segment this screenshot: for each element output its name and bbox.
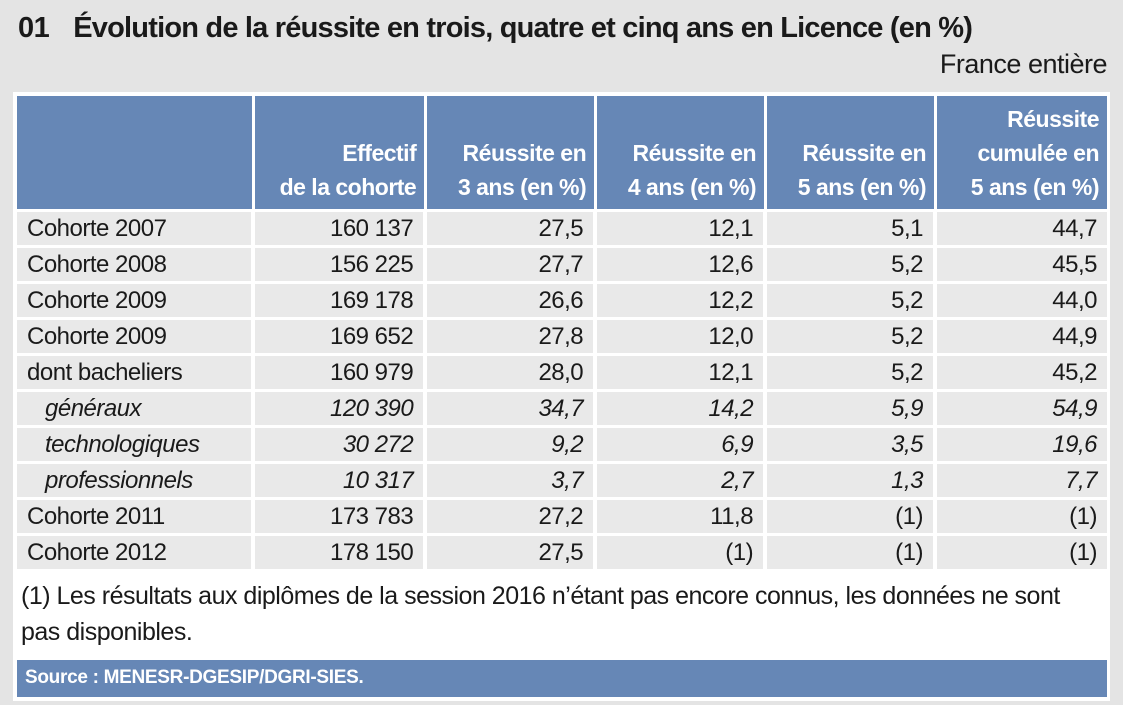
row-label: Cohorte 2008 [17, 248, 256, 284]
region-label: France entière [939, 49, 1108, 79]
table-header-row: Effectif de la cohorte Réussite en 3 ans… [17, 96, 1107, 212]
row-label: généraux [17, 392, 256, 428]
cell-effectif: 178 150 [255, 536, 428, 572]
cell-r4: 12,6 [597, 248, 768, 284]
cell-rc5: 45,2 [937, 356, 1107, 392]
column-header-reussite4: Réussite en 4 ans (en %) [597, 96, 768, 212]
table-row-dont-bacheliers: dont bacheliers 160 979 28,0 12,1 5,2 45… [17, 356, 1107, 392]
row-label: Cohorte 2007 [17, 212, 256, 248]
cell-effectif: 30 272 [255, 428, 428, 464]
cell-r4: 6,9 [597, 428, 768, 464]
cell-r5: 3,5 [767, 428, 937, 464]
cell-r4: 2,7 [597, 464, 768, 500]
cell-r5: 5,2 [767, 248, 937, 284]
footnote: (1) Les résultats aux diplômes de la ses… [17, 572, 1107, 660]
cell-r3: 27,2 [427, 500, 598, 536]
cell-r5: 5,2 [767, 320, 937, 356]
title-row: 01 Évolution de la réussite en trois, qu… [0, 0, 1123, 45]
cell-r5: 5,2 [767, 356, 937, 392]
cell-r3: 27,8 [427, 320, 598, 356]
cell-rc5: 44,7 [937, 212, 1107, 248]
cell-r5: 5,9 [767, 392, 937, 428]
figure-number: 01 [18, 12, 50, 44]
table-row-technologiques: technologiques 30 272 9,2 6,9 3,5 19,6 [17, 428, 1107, 464]
cell-r4: (1) [597, 536, 768, 572]
table-row-cohorte-2007: Cohorte 2007 160 137 27,5 12,1 5,1 44,7 [17, 212, 1107, 248]
cell-rc5: 44,9 [937, 320, 1107, 356]
table-panel: Effectif de la cohorte Réussite en 3 ans… [13, 92, 1110, 701]
cell-r5: 5,1 [767, 212, 937, 248]
cell-r5: (1) [767, 500, 937, 536]
cell-effectif: 156 225 [255, 248, 428, 284]
cell-rc5: 7,7 [937, 464, 1107, 500]
table-row-cohorte-2009b: Cohorte 2009 169 652 27,8 12,0 5,2 44,9 [17, 320, 1107, 356]
page-title: Évolution de la réussite en trois, quatr… [73, 12, 973, 44]
cell-rc5: 44,0 [937, 284, 1107, 320]
row-label: Cohorte 2011 [17, 500, 256, 536]
column-header-empty [17, 96, 256, 212]
column-header-reussite5: Réussite en 5 ans (en %) [767, 96, 937, 212]
row-label: Cohorte 2012 [17, 536, 256, 572]
table-row-cohorte-2011: Cohorte 2011 173 783 27,2 11,8 (1) (1) [17, 500, 1107, 536]
cell-effectif: 169 652 [255, 320, 428, 356]
cell-effectif: 173 783 [255, 500, 428, 536]
cell-r5: 1,3 [767, 464, 937, 500]
cell-r4: 12,0 [597, 320, 768, 356]
cell-effectif: 120 390 [255, 392, 428, 428]
cell-r3: 27,7 [427, 248, 598, 284]
cell-r4: 14,2 [597, 392, 768, 428]
cell-r3: 27,5 [427, 212, 598, 248]
row-label: professionnels [17, 464, 256, 500]
cell-r3: 27,5 [427, 536, 598, 572]
cell-r5: 5,2 [767, 284, 937, 320]
cell-effectif: 160 137 [255, 212, 428, 248]
cell-r4: 11,8 [597, 500, 768, 536]
cell-rc5: 54,9 [937, 392, 1107, 428]
cell-r4: 12,1 [597, 212, 768, 248]
table-row-cohorte-2008: Cohorte 2008 156 225 27,7 12,6 5,2 45,5 [17, 248, 1107, 284]
cell-r3: 9,2 [427, 428, 598, 464]
row-label: Cohorte 2009 [17, 320, 256, 356]
cell-rc5: 45,5 [937, 248, 1107, 284]
row-label: technologiques [17, 428, 256, 464]
data-table: Effectif de la cohorte Réussite en 3 ans… [17, 96, 1107, 572]
cell-r3: 34,7 [427, 392, 598, 428]
row-label: Cohorte 2009 [17, 284, 256, 320]
table-row-cohorte-2012: Cohorte 2012 178 150 27,5 (1) (1) (1) [17, 536, 1107, 572]
table-row-professionnels: professionnels 10 317 3,7 2,7 1,3 7,7 [17, 464, 1107, 500]
cell-rc5: 19,6 [937, 428, 1107, 464]
cell-rc5: (1) [937, 500, 1107, 536]
cell-effectif: 160 979 [255, 356, 428, 392]
cell-r3: 28,0 [427, 356, 598, 392]
column-header-cumulee5: Réussite cumulée en 5 ans (en %) [937, 96, 1107, 212]
row-label: dont bacheliers [17, 356, 256, 392]
column-header-reussite3: Réussite en 3 ans (en %) [427, 96, 598, 212]
cell-r4: 12,2 [597, 284, 768, 320]
column-header-effectif: Effectif de la cohorte [255, 96, 428, 212]
cell-r4: 12,1 [597, 356, 768, 392]
source-bar: Source : MENESR-DGESIP/DGRI-SIES. [17, 660, 1107, 697]
cell-r3: 26,6 [427, 284, 598, 320]
table-row-generaux: généraux 120 390 34,7 14,2 5,9 54,9 [17, 392, 1107, 428]
cell-r3: 3,7 [427, 464, 598, 500]
cell-effectif: 10 317 [255, 464, 428, 500]
cell-rc5: (1) [937, 536, 1107, 572]
cell-r5: (1) [767, 536, 937, 572]
table-row-cohorte-2009: Cohorte 2009 169 178 26,6 12,2 5,2 44,0 [17, 284, 1107, 320]
cell-effectif: 169 178 [255, 284, 428, 320]
